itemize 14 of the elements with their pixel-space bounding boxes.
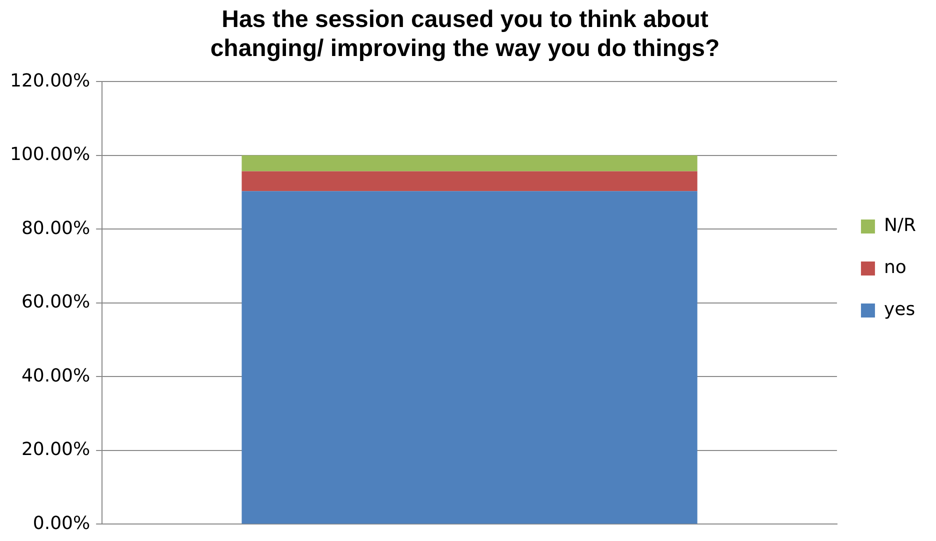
chart-title: Has the session caused you to think about changing/ improving the way you do things? bbox=[210, 6, 720, 62]
y-tick-label: 0.00% bbox=[32, 512, 90, 534]
bar bbox=[242, 171, 698, 192]
y-tick-label: 20.00% bbox=[21, 439, 90, 460]
y-tick-label: 100.00% bbox=[10, 144, 90, 166]
y-tick-label: 120.00% bbox=[10, 70, 90, 92]
bar bbox=[242, 191, 698, 524]
legend-label: no bbox=[884, 257, 906, 278]
y-tick-label: 80.00% bbox=[21, 218, 90, 239]
bar bbox=[242, 155, 698, 172]
y-tick-label: 40.00% bbox=[21, 365, 90, 386]
y-tick-label: 60.00% bbox=[21, 292, 90, 313]
legend-label: N/R bbox=[884, 215, 916, 236]
legend-label: yes bbox=[884, 299, 916, 320]
